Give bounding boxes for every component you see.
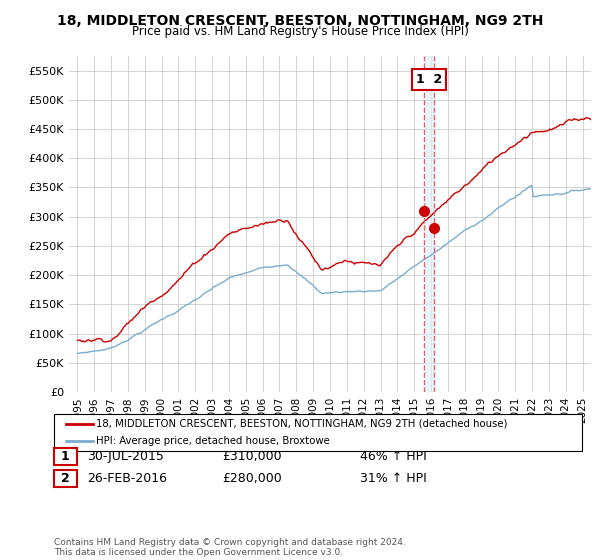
- Bar: [424, 56, 434, 392]
- Text: 31% ↑ HPI: 31% ↑ HPI: [360, 472, 427, 486]
- Text: 18, MIDDLETON CRESCENT, BEESTON, NOTTINGHAM, NG9 2TH: 18, MIDDLETON CRESCENT, BEESTON, NOTTING…: [57, 14, 543, 28]
- Text: £310,000: £310,000: [222, 450, 281, 463]
- Text: 30-JUL-2015: 30-JUL-2015: [87, 450, 164, 463]
- Text: HPI: Average price, detached house, Broxtowe: HPI: Average price, detached house, Brox…: [96, 436, 330, 446]
- Text: 46% ↑ HPI: 46% ↑ HPI: [360, 450, 427, 463]
- Text: 1  2: 1 2: [416, 73, 442, 86]
- Text: 26-FEB-2016: 26-FEB-2016: [87, 472, 167, 486]
- Text: Contains HM Land Registry data © Crown copyright and database right 2024.
This d: Contains HM Land Registry data © Crown c…: [54, 538, 406, 557]
- Text: 1: 1: [61, 450, 70, 463]
- Text: 18, MIDDLETON CRESCENT, BEESTON, NOTTINGHAM, NG9 2TH (detached house): 18, MIDDLETON CRESCENT, BEESTON, NOTTING…: [96, 418, 508, 428]
- Text: 2: 2: [61, 472, 70, 486]
- Text: Price paid vs. HM Land Registry's House Price Index (HPI): Price paid vs. HM Land Registry's House …: [131, 25, 469, 38]
- Text: £280,000: £280,000: [222, 472, 282, 486]
